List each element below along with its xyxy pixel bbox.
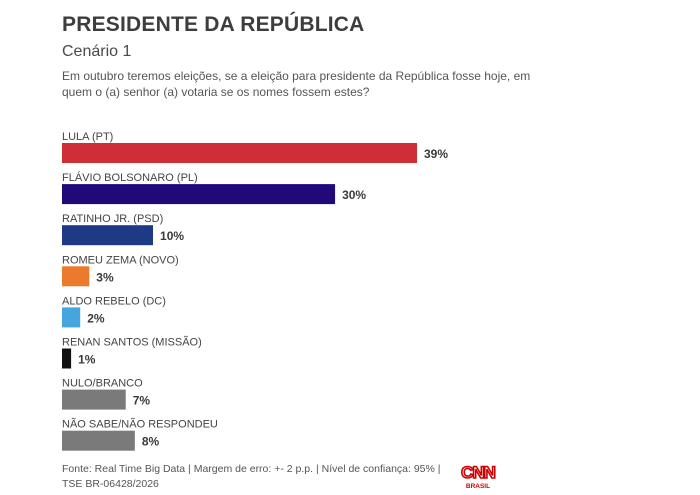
value-label: 10% [160,229,184,243]
survey-question: Em outubro teremos eleições, se a eleiçã… [62,69,531,99]
value-label: 8% [142,435,160,449]
category-label: ALDO REBELO (DC) [62,295,166,307]
value-label: 7% [133,394,151,408]
bar [62,143,417,163]
value-label: 30% [342,188,366,202]
value-label: 3% [96,270,114,284]
value-label: 2% [87,311,105,325]
logo-brand-text: CNN [461,463,496,482]
source-footer: Fonte: Real Time Big Data | Margem de er… [62,463,441,490]
category-label: FLÁVIO BOLSONARO (PL) [62,171,198,184]
bar [62,225,154,246]
category-label: ROMEU ZEMA (NOVO) [62,254,179,266]
bar [62,348,72,369]
scenario-subtitle: Cenário 1 [62,43,132,60]
cnn-brasil-logo: CNN BRASIL [460,462,497,490]
value-label: 39% [424,147,448,161]
logo-sub-text: BRASIL [466,483,490,490]
category-label: RENAN SANTOS (MISSÃO) [62,336,202,349]
bar [62,389,126,410]
bar [62,184,336,205]
bar [62,430,135,451]
category-label: NÃO SABE/NÃO RESPONDEU [62,418,218,431]
bar [62,266,90,287]
category-label: RATINHO JR. (PSD) [62,213,163,225]
value-label: 1% [78,353,96,367]
category-label: LULA (PT) [62,131,113,143]
page-title: PRESIDENTE DA REPÚBLICA [62,13,365,36]
category-label: NULO/BRANCO [62,378,143,390]
bar [62,307,81,328]
